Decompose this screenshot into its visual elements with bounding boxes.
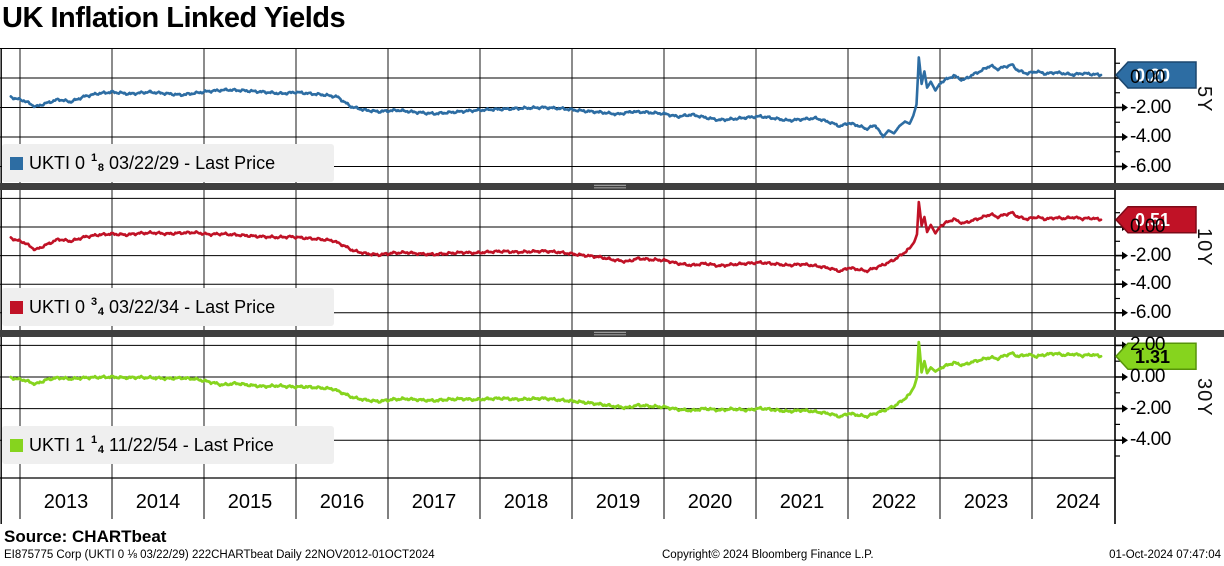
- legend-text: UKTI 1: [29, 434, 86, 455]
- y-tick-label: 2.00: [1130, 334, 1165, 356]
- y-tick-label: 0.00: [1130, 67, 1165, 88]
- y-tick-arrow: [1122, 436, 1128, 445]
- last-price-value: 1.31: [1135, 347, 1170, 367]
- chart-title: UK Inflation Linked Yields: [2, 2, 346, 34]
- price-line-5y: [9, 56, 1103, 139]
- y-tick-arrow: [1122, 308, 1128, 317]
- price-line-30y: [9, 340, 1103, 419]
- legend-label-10y: UKTI 0 3 4 03/22/34 - Last Price: [29, 296, 276, 318]
- panel-divider[interactable]: [0, 330, 1224, 337]
- legend-text: 03/22/34 - Last Price: [109, 296, 276, 317]
- legend-10y[interactable]: UKTI 0 3 4 03/22/34 - Last Price: [2, 288, 334, 326]
- axis-label-30y: 30Y: [1193, 378, 1215, 417]
- year-label: 2018: [503, 491, 549, 513]
- year-label: 2016: [319, 491, 365, 513]
- y-tick-label: -6.00: [1130, 301, 1171, 323]
- y-tick-label: -2.00: [1130, 96, 1171, 118]
- legend-text: 03/22/29 - Last Price: [109, 152, 276, 173]
- last-price-badge-30y: [1114, 342, 1197, 371]
- footer-timestamp: 01-Oct-2024 07:47:04: [1109, 549, 1221, 561]
- axis-label-5y: 5Y: [1193, 86, 1215, 113]
- y-tick-label: -2.00: [1130, 397, 1171, 419]
- y-tick-label: -2.00: [1130, 244, 1171, 266]
- y-tick-label: -4.00: [1130, 429, 1171, 451]
- series-marker-5y: [10, 156, 23, 170]
- footer-security-info: EI875775 Corp (UKTI 0 ⅛ 03/22/29) 222CHA…: [4, 549, 435, 561]
- year-label: 2022: [871, 491, 917, 513]
- y-tick-label: 0.00: [1130, 216, 1165, 237]
- year-label: 2014: [135, 491, 181, 513]
- year-label: 2024: [1055, 491, 1101, 513]
- y-tick-arrow: [1122, 103, 1128, 112]
- last-price-value: 0.20: [1135, 66, 1170, 86]
- legend-label-5y: UKTI 0 1 8 03/22/29 - Last Price: [29, 152, 276, 174]
- footer-copyright: Copyright© 2024 Bloomberg Finance L.P.: [662, 549, 874, 561]
- year-label: 2019: [595, 491, 641, 513]
- y-tick-arrow: [1122, 162, 1128, 171]
- legend-text: 11/22/54 - Last Price: [109, 434, 274, 455]
- source-line: Source: CHARTbeat: [4, 527, 167, 546]
- axis-label-10y: 10Y: [1193, 228, 1215, 267]
- price-line-10y: [9, 200, 1103, 274]
- year-label: 2015: [227, 491, 273, 513]
- y-tick-label: -4.00: [1130, 126, 1171, 147]
- y-tick-arrow: [1122, 251, 1128, 260]
- year-label: 2020: [687, 491, 733, 513]
- year-label: 2021: [779, 491, 825, 513]
- y-tick-label: -4.00: [1130, 273, 1171, 295]
- footer: EI875775 Corp (UKTI 0 ⅛ 03/22/29) 222CHA…: [0, 549, 1224, 564]
- year-label: 2017: [411, 491, 457, 513]
- y-tick-label: 0.00: [1130, 366, 1165, 387]
- last-price-badge-10y: [1114, 205, 1197, 234]
- series-marker-10y: [10, 300, 23, 314]
- y-tick-arrow: [1122, 280, 1128, 289]
- y-tick-label: -6.00: [1130, 155, 1171, 177]
- last-price-value: 0.51: [1135, 210, 1170, 230]
- year-label: 2013: [43, 491, 89, 513]
- panel-divider[interactable]: [0, 183, 1224, 190]
- legend-text: UKTI 0: [29, 152, 86, 173]
- y-tick-arrow: [1122, 133, 1128, 141]
- legend-text: UKTI 0: [29, 296, 86, 317]
- legend-30y[interactable]: UKTI 1 1 4 11/22/54 - Last Price: [2, 426, 334, 464]
- series-marker-30y: [10, 438, 23, 452]
- year-label: 2023: [963, 491, 1009, 513]
- last-price-badge-5y: [1114, 61, 1197, 89]
- y-tick-arrow: [1122, 373, 1128, 381]
- legend-5y[interactable]: UKTI 0 1 8 03/22/29 - Last Price: [2, 144, 334, 182]
- legend-label-30y: UKTI 1 1 4 11/22/54 - Last Price: [29, 434, 274, 456]
- y-tick-arrow: [1122, 404, 1128, 413]
